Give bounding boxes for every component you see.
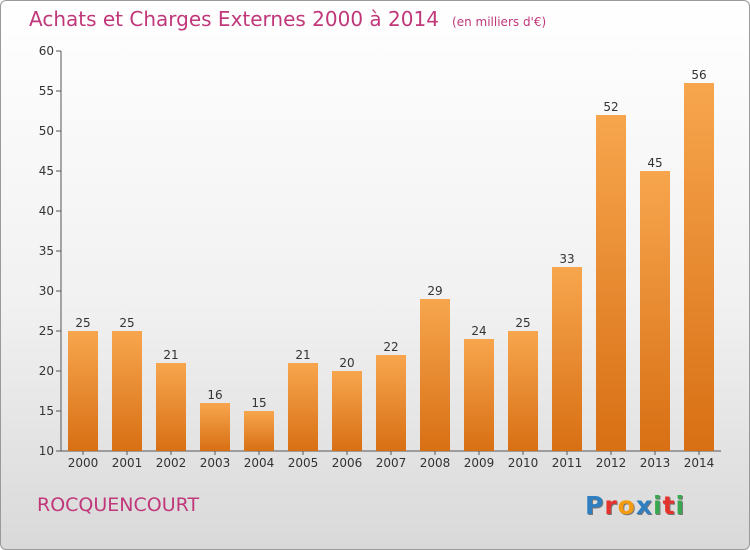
y-axis: 10 15 20 25 30 35 40 45 50 55 60: [39, 44, 62, 458]
y-tick-label: 60: [39, 44, 54, 58]
x-tick-label: 2009: [464, 456, 495, 470]
bar-value-label: 24: [471, 324, 486, 338]
y-tick-label: 50: [39, 124, 54, 138]
x-tick-label: 2013: [640, 456, 671, 470]
logo-letter: t: [662, 491, 676, 520]
x-tick-label: 2004: [244, 456, 275, 470]
logo-letter: i: [653, 491, 663, 520]
bars: 25 25 21 16 15 21 20 22 29 24 25 33 52 45 56: [68, 68, 714, 451]
bar-value-label: 16: [207, 388, 222, 402]
logo-letter: x: [635, 491, 653, 520]
proxiti-logo[interactable]: Proxiti: [585, 491, 685, 520]
x-tick-label: 2005: [288, 456, 319, 470]
title-area: Achats et Charges Externes 2000 à 2014 (…: [29, 7, 546, 31]
bar-value-label: 25: [515, 316, 530, 330]
bar-value-label: 52: [603, 100, 618, 114]
y-tick-label: 55: [39, 84, 54, 98]
x-tick-label: 2011: [552, 456, 583, 470]
bar-2002: [156, 363, 186, 451]
commune-name: ROCQUENCOURT: [37, 494, 200, 516]
y-tick-label: 40: [39, 204, 54, 218]
x-axis: 2000 2001 2002 2003 2004 2005 2006 2007 2008 2009…: [61, 450, 721, 470]
bar-2008: [420, 299, 450, 451]
logo-letter: r: [604, 491, 618, 520]
x-tick-label: 2006: [332, 456, 363, 470]
y-tick-label: 20: [39, 364, 54, 378]
logo-letter: P: [585, 491, 605, 520]
y-tick-label: 35: [39, 244, 54, 258]
bar-value-label: 45: [647, 156, 662, 170]
bar-value-label: 25: [119, 316, 134, 330]
bar-2007: [376, 355, 406, 451]
bar-value-label: 33: [559, 252, 574, 266]
bar-value-label: 21: [163, 348, 178, 362]
x-tick-label: 2003: [200, 456, 231, 470]
bar-value-label: 25: [75, 316, 90, 330]
x-tick-label: 2014: [684, 456, 715, 470]
bar-value-label: 56: [691, 68, 706, 82]
bar-2009: [464, 339, 494, 451]
x-tick-label: 2002: [156, 456, 187, 470]
y-tick-label: 15: [39, 404, 54, 418]
bar-value-label: 22: [383, 340, 398, 354]
bar-2014: [684, 83, 714, 451]
y-tick-label: 45: [39, 164, 54, 178]
bar-2010: [508, 331, 538, 451]
bar-2001: [112, 331, 142, 451]
bar-2000: [68, 331, 98, 451]
x-tick-label: 2010: [508, 456, 539, 470]
y-tick-label: 10: [39, 444, 54, 458]
x-tick-label: 2007: [376, 456, 407, 470]
chart-title: Achats et Charges Externes 2000 à 2014: [29, 7, 439, 31]
bar-2011: [552, 267, 582, 451]
x-tick-label: 2012: [596, 456, 627, 470]
x-tick-label: 2000: [68, 456, 99, 470]
logo-letter: o: [617, 491, 636, 520]
chart-subtitle: (en milliers d'€): [452, 15, 547, 29]
bar-2004: [244, 411, 274, 451]
bar-2012: [596, 115, 626, 451]
logo-letter: i: [675, 491, 686, 520]
bar-2006: [332, 371, 362, 451]
bar-value-label: 21: [295, 348, 310, 362]
x-tick-label: 2008: [420, 456, 451, 470]
x-tick-label: 2001: [112, 456, 143, 470]
bar-value-label: 15: [251, 396, 266, 410]
bar-value-label: 20: [339, 356, 354, 370]
bar-2003: [200, 403, 230, 451]
y-tick-label: 25: [39, 324, 54, 338]
bar-2013: [640, 171, 670, 451]
y-tick-label: 30: [39, 284, 54, 298]
bar-value-label: 29: [427, 284, 442, 298]
bar-2005: [288, 363, 318, 451]
